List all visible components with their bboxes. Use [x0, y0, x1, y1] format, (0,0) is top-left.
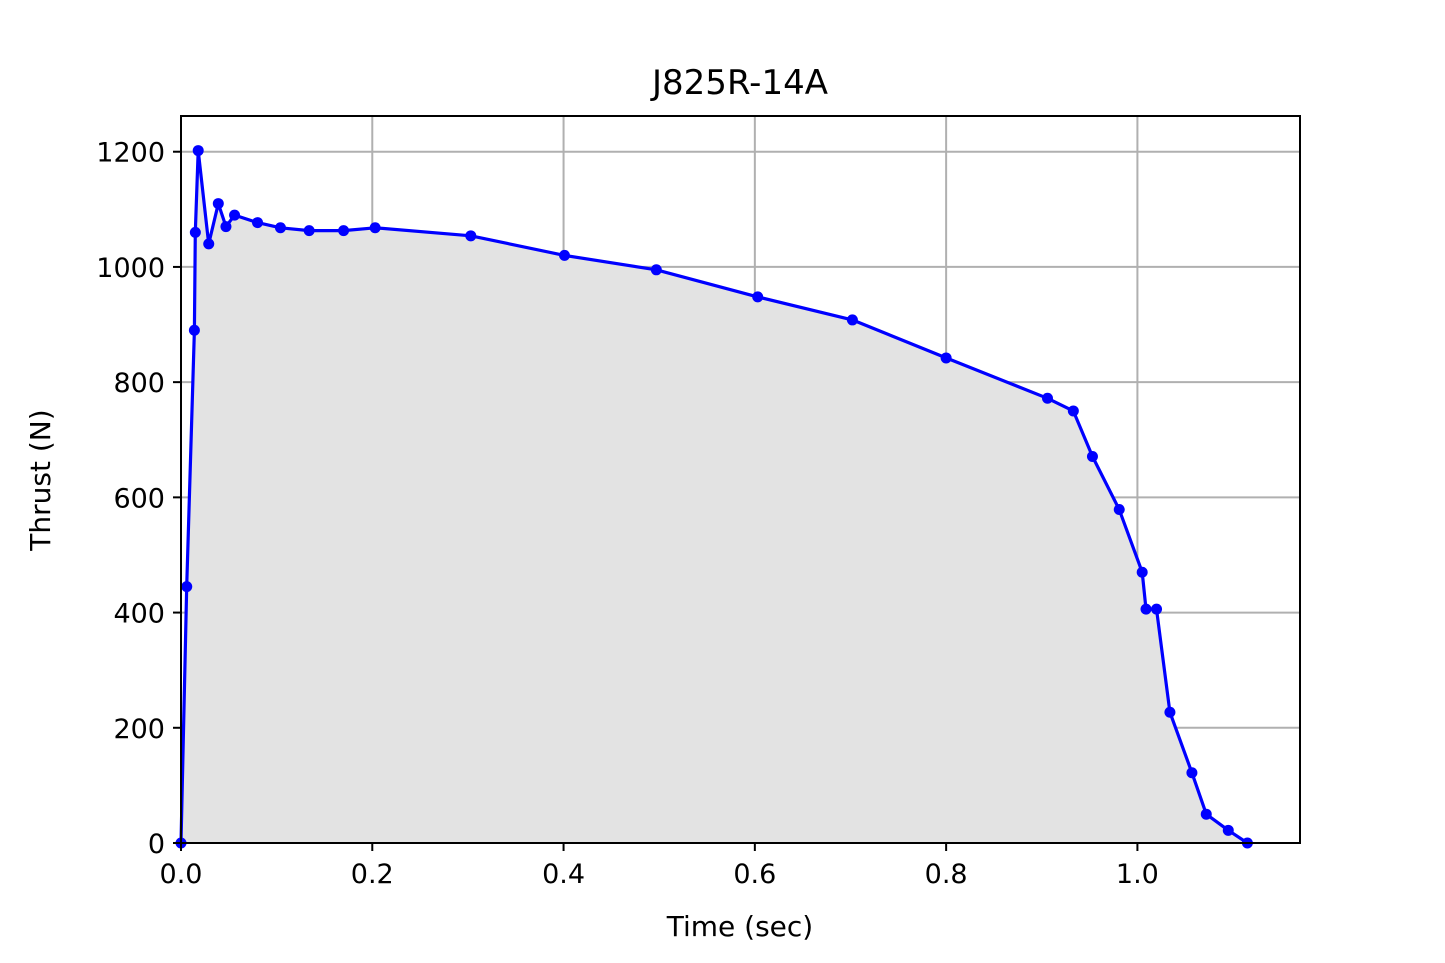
- y-tick-label: 400: [113, 599, 165, 630]
- x-axis-label: Time (sec): [666, 910, 813, 943]
- x-tick-label: 1.0: [1116, 859, 1159, 890]
- data-point: [650, 264, 662, 276]
- tick-marks-and-labels: 0.0 0.2 0.4 0.6 0.8 1.0 0 200 400 600 800 1000 1200: [96, 138, 1159, 890]
- data-point: [1164, 706, 1176, 718]
- x-tick-label: 0.2: [351, 859, 394, 890]
- data-point: [1136, 566, 1148, 578]
- y-tick-label: 0: [148, 829, 165, 860]
- data-point: [1067, 405, 1079, 417]
- y-tick-label: 1200: [96, 138, 165, 169]
- data-point: [338, 225, 350, 237]
- data-point: [1222, 824, 1234, 836]
- data-point: [1186, 767, 1198, 779]
- y-tick-label: 200: [113, 714, 165, 745]
- y-tick-label: 800: [113, 368, 165, 399]
- x-tick-label: 0.4: [542, 859, 585, 890]
- data-point: [212, 198, 224, 210]
- data-point: [181, 581, 193, 593]
- y-axis-label: Thrust (N): [24, 409, 57, 551]
- data-point: [220, 221, 232, 233]
- data-point: [369, 222, 381, 234]
- data-point: [465, 230, 477, 242]
- data-point: [1042, 392, 1054, 404]
- x-tick-label: 0.8: [925, 859, 968, 890]
- data-point: [1200, 808, 1212, 820]
- fill-area-layer: [181, 150, 1248, 844]
- y-tick-label: 600: [113, 483, 165, 514]
- plot-frame: [180, 115, 1301, 844]
- data-point: [274, 222, 286, 234]
- y-tick-label: 1000: [96, 253, 165, 284]
- chart-title: J825R-14A: [650, 63, 828, 103]
- data-point: [189, 226, 201, 238]
- data-point: [559, 249, 571, 261]
- data-point: [229, 209, 241, 221]
- data-point: [940, 352, 952, 364]
- data-point: [752, 291, 764, 303]
- thrust-fill-area: [181, 150, 1248, 844]
- data-point: [252, 217, 264, 229]
- data-point: [1140, 603, 1152, 615]
- data-point: [188, 324, 200, 336]
- data-point: [1151, 603, 1163, 615]
- data-point: [192, 145, 204, 157]
- data-point: [1086, 450, 1098, 462]
- x-tick-label: 0.6: [733, 859, 776, 890]
- x-tick-label: 0.0: [160, 859, 203, 890]
- data-point: [303, 225, 315, 237]
- data-point: [203, 238, 215, 250]
- data-point: [1113, 503, 1125, 515]
- data-point: [846, 314, 858, 326]
